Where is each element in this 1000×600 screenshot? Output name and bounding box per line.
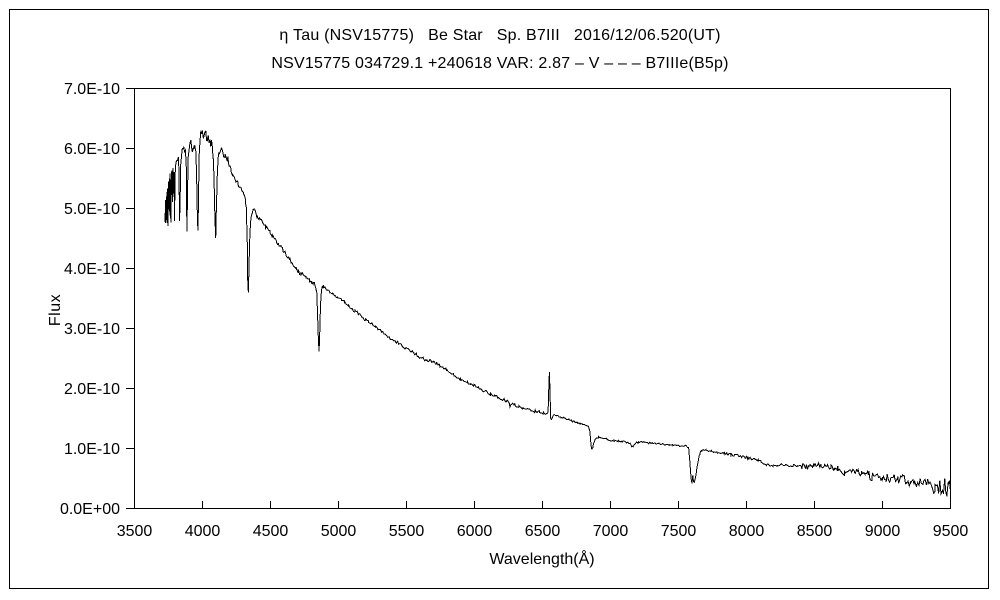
x-tick-label: 3500 bbox=[117, 523, 153, 540]
flux-spectrum-line bbox=[164, 130, 951, 497]
y-tick-label: 1.0E-10 bbox=[64, 441, 120, 458]
x-axis-title: Wavelength(Å) bbox=[489, 551, 595, 568]
x-tick-label: 8000 bbox=[729, 523, 765, 540]
y-tick-label: 2.0E-10 bbox=[64, 381, 120, 398]
x-tick-label: 5000 bbox=[321, 523, 357, 540]
chart-title-line2: NSV15775 034729.1 +240618 VAR: 2.87 – V … bbox=[271, 55, 729, 72]
plot-frame bbox=[134, 88, 951, 509]
x-tick-label: 5500 bbox=[389, 523, 425, 540]
x-tick-label: 6500 bbox=[525, 523, 561, 540]
y-axis-title: Flux bbox=[47, 293, 64, 327]
chart-title-line1: η Tau (NSV15775) Be Star Sp. B7III 2016/… bbox=[279, 27, 721, 44]
y-tick-label: 4.0E-10 bbox=[64, 261, 120, 278]
y-tick-label: 3.0E-10 bbox=[64, 321, 120, 338]
x-tick-label: 4500 bbox=[253, 523, 289, 540]
y-tick-label: 5.0E-10 bbox=[64, 201, 120, 218]
figure-border bbox=[9, 9, 989, 589]
x-tick-label: 6000 bbox=[457, 523, 493, 540]
y-tick-label: 0.0E+00 bbox=[60, 501, 120, 518]
y-tick-label: 6.0E-10 bbox=[64, 141, 120, 158]
x-tick-label: 7000 bbox=[593, 523, 629, 540]
x-tick-label: 4000 bbox=[185, 523, 221, 540]
x-tick-label: 9500 bbox=[933, 523, 969, 540]
x-tick-label: 7500 bbox=[661, 523, 697, 540]
y-tick-label: 7.0E-10 bbox=[64, 81, 120, 98]
x-tick-label: 8500 bbox=[797, 523, 833, 540]
x-tick-label: 9000 bbox=[865, 523, 901, 540]
